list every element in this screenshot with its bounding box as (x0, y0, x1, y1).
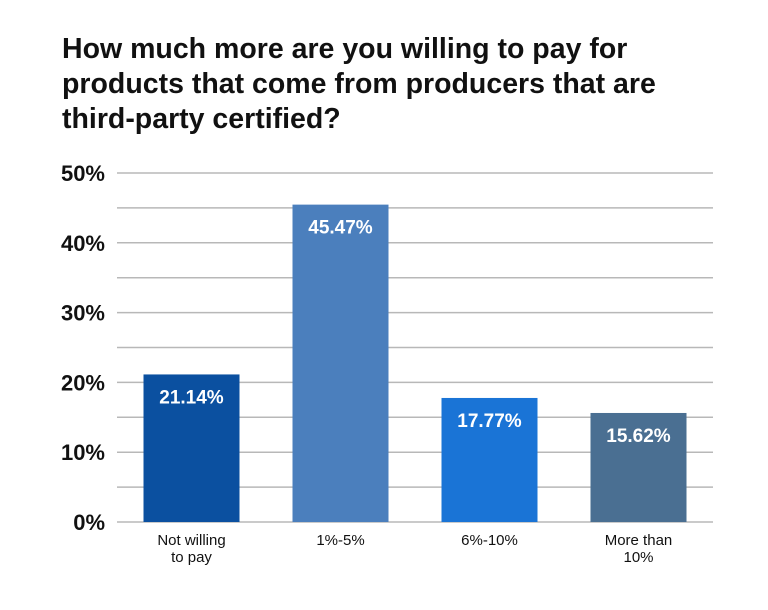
category-label: 6%-10% (461, 532, 518, 549)
y-tick-label: 20% (61, 370, 105, 395)
category-label: Not willing (157, 532, 225, 549)
data-label: 21.14% (159, 387, 224, 408)
y-tick-label: 40% (61, 231, 105, 256)
category-label: 1%-5% (316, 532, 364, 549)
category-label: More than (605, 532, 673, 549)
bar-0 (143, 374, 240, 522)
bar-3 (590, 412, 687, 522)
category-label: to pay (171, 549, 212, 566)
bar-2 (441, 397, 538, 522)
chart-title: How much more are you willing to pay for… (62, 32, 742, 137)
data-label: 45.47% (308, 218, 373, 239)
chart-title-line-1: How much more are you willing to pay for (62, 33, 628, 65)
y-tick-label: 10% (61, 440, 105, 465)
bar-1 (292, 204, 389, 523)
y-tick-label: 0% (73, 510, 105, 535)
y-tick-label: 30% (61, 301, 105, 326)
y-tick-label: 50% (61, 161, 105, 186)
category-label: 10% (623, 549, 653, 566)
chart-title-line-3: third-party certified? (62, 103, 341, 135)
data-label: 15.62% (606, 426, 671, 447)
data-label: 17.77% (457, 411, 522, 432)
chart-title-line-2: products that come from producers that a… (62, 68, 656, 100)
